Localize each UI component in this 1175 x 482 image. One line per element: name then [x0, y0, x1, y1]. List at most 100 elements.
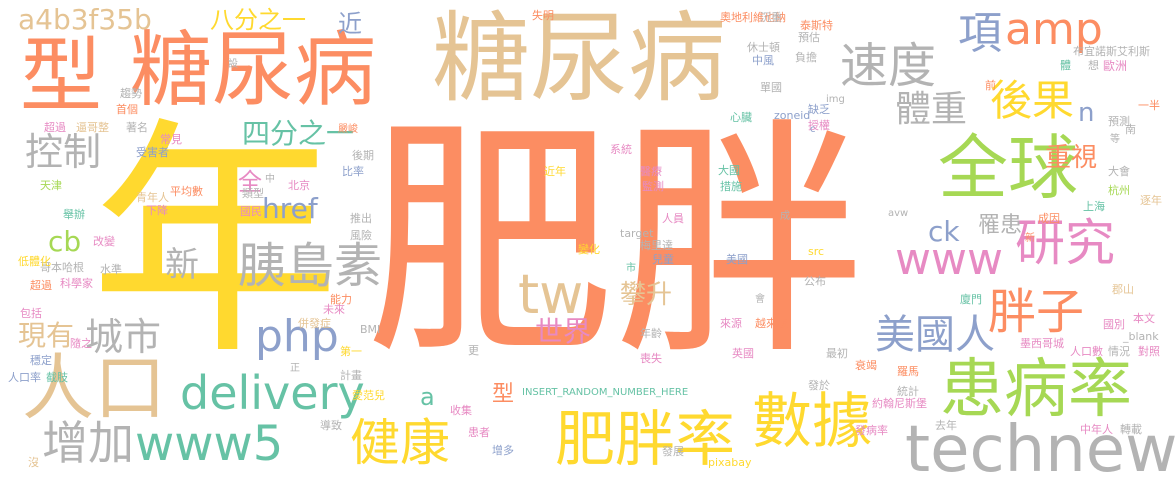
word-121: 本文: [1133, 312, 1155, 325]
word-72: 科學家: [60, 277, 93, 290]
word-89: 監測: [642, 180, 664, 193]
word-70: 哥本哈根: [40, 261, 84, 274]
word-163: 設: [228, 59, 238, 70]
word-97: 人員: [662, 212, 684, 225]
word-26: 後果: [990, 76, 1075, 125]
word-117: 墨西哥城: [1020, 337, 1064, 350]
word-27: 體重: [895, 89, 968, 130]
word-167: 新: [1025, 233, 1035, 244]
word-158: 南: [1125, 123, 1136, 136]
word-71: 水準: [100, 263, 122, 276]
word-1: 年: [90, 97, 340, 388]
word-76: 舉辦: [63, 208, 85, 221]
word-156: 逐年: [1140, 194, 1162, 207]
word-30: 八分之一: [210, 6, 306, 34]
word-37: 現有: [18, 319, 75, 352]
word-59: 逼哥整: [76, 121, 109, 134]
word-98: 梅里達: [640, 239, 673, 252]
word-39: ck: [928, 215, 960, 248]
word-102: 公布: [804, 275, 826, 288]
word-20: tw: [518, 263, 584, 326]
word-115: 來源: [720, 317, 742, 330]
word-111: 第一: [340, 345, 362, 358]
word-146: pixabay: [708, 456, 752, 469]
word-139: 轉載: [1120, 423, 1142, 436]
word-90: 大國: [718, 164, 740, 177]
word-106: 包括: [20, 307, 42, 320]
word-113: 喪失: [640, 352, 662, 365]
word-50: 失明: [532, 9, 554, 22]
word-9: 數據: [752, 387, 872, 457]
word-160: c: [810, 124, 816, 135]
word-77: 青年人: [136, 191, 169, 204]
word-67: 常見: [160, 133, 182, 146]
word-166: 成: [780, 211, 790, 222]
word-2: 糖尿病: [432, 2, 727, 116]
word-142: 導致: [320, 419, 342, 432]
word-83: 風險: [350, 229, 372, 242]
word-141: 收集: [450, 404, 472, 417]
word-79: 類型: [242, 187, 264, 200]
word-45: 型: [492, 382, 515, 407]
word-85: 比率: [342, 165, 364, 178]
word-151: 想: [1088, 59, 1099, 72]
word-18: 胖子: [988, 284, 1085, 340]
word-28: 控制: [25, 130, 102, 174]
word-34: 攀升: [620, 280, 673, 310]
word-43: 近: [338, 10, 362, 38]
word-140: 愛范兒: [352, 389, 385, 402]
word-8: 肥胖率: [555, 405, 735, 475]
word-38: cb: [48, 225, 82, 258]
word-74: 低體化: [18, 255, 51, 268]
word-152: 泰斯特: [800, 19, 833, 32]
word-150: 市: [626, 263, 636, 274]
word-21: php: [255, 311, 339, 362]
word-81: 國民: [240, 205, 262, 218]
word-118: 情況: [1108, 345, 1130, 358]
word-25: 項: [958, 8, 1002, 59]
word-5: 全球: [938, 127, 1078, 209]
word-130: 最初: [826, 347, 848, 360]
word-33: 世界: [535, 315, 592, 348]
word-165: 會: [755, 294, 765, 305]
word-122: _blank: [1123, 330, 1159, 343]
word-132: 羅馬: [897, 365, 919, 378]
word-48: 沉重: [760, 11, 782, 24]
word-44: a: [420, 383, 435, 411]
word-145: 發展: [662, 445, 684, 458]
word-4: 型: [20, 29, 103, 124]
word-125: 併發症: [298, 317, 331, 330]
word-11: www5: [135, 416, 284, 472]
word-127: 能力: [330, 293, 352, 306]
word-53: 歐洲: [1103, 59, 1128, 73]
word-100: 變化: [578, 243, 600, 256]
word-31: 四分之一: [242, 117, 355, 150]
word-129: 英國: [732, 347, 754, 360]
word-126: 未來: [323, 303, 345, 316]
word-137: 發病率: [855, 424, 888, 437]
word-24: amp: [1005, 4, 1103, 55]
word-107: 穩定: [30, 354, 52, 367]
word-94: 上海: [1083, 200, 1105, 213]
word-63: 缺乏: [808, 103, 830, 116]
word-7: technews: [905, 413, 1175, 482]
word-143: 患者: [468, 426, 490, 439]
word-149: avw: [888, 208, 909, 219]
word-10: 人口: [22, 346, 167, 430]
word-114: 年齡: [640, 327, 662, 340]
word-36: 新: [165, 245, 199, 285]
word-3: 糖尿病: [130, 23, 377, 118]
word-135: 約翰尼斯堡: [872, 397, 927, 410]
word-112: 更: [468, 344, 479, 357]
word-162: 等: [1110, 134, 1120, 145]
word-51: 休士頓: [747, 41, 780, 54]
word-62: 心臟: [730, 111, 752, 124]
word-116: 越來越: [755, 317, 788, 330]
word-65: 授權: [808, 119, 830, 132]
word-73: 超過: [30, 279, 52, 292]
word-153: 預估: [798, 31, 820, 44]
word-52: 中風: [752, 54, 774, 67]
word-82: 推出: [350, 212, 372, 225]
word-78: 平均數: [170, 185, 203, 198]
